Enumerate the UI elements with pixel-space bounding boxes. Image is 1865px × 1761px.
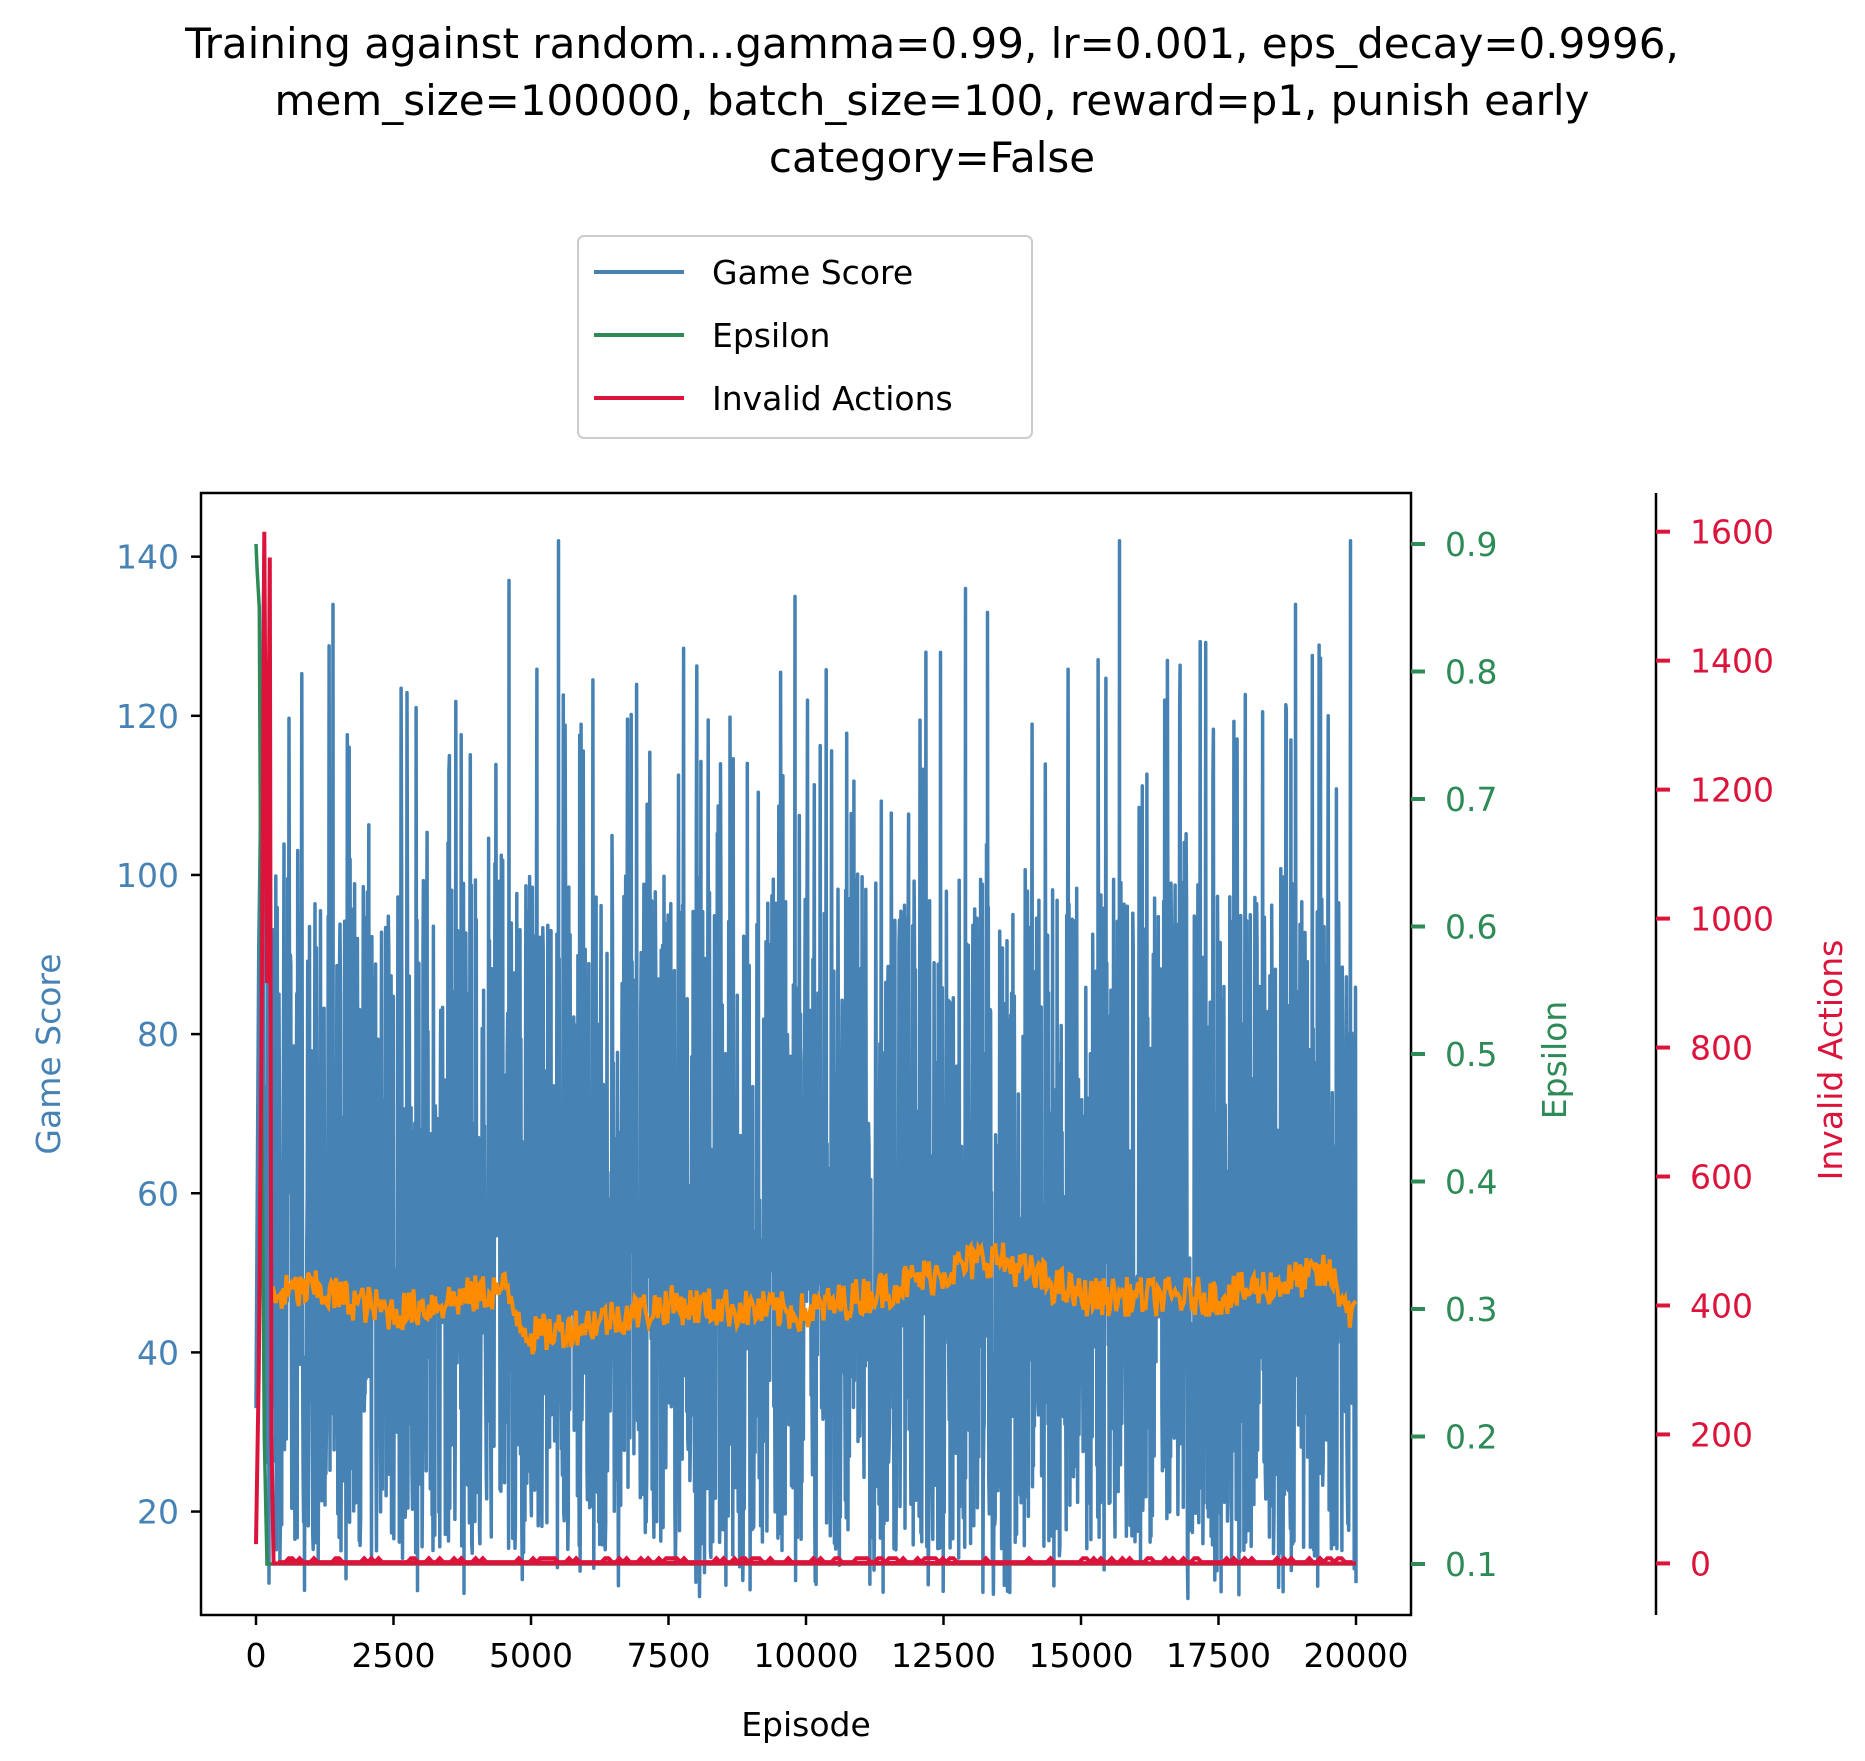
x-tick-label: 10000 (754, 1636, 859, 1675)
left-tick-label: 20 (137, 1493, 179, 1532)
epsilon-tick-label: 0.2 (1445, 1418, 1497, 1457)
legend-label-game-score: Game Score (712, 253, 913, 292)
title-line-1: Training against random...gamma=0.99, lr… (184, 19, 1679, 68)
plot-data (254, 531, 1358, 1601)
title-line-3: category=False (769, 133, 1095, 182)
left-tick-label: 100 (116, 856, 179, 895)
left-tick-label: 120 (116, 697, 179, 736)
epsilon-tick-label: 0.8 (1445, 653, 1497, 692)
y-axis-label-invalid-actions: Invalid Actions (1811, 940, 1850, 1181)
title-line-2: mem_size=100000, batch_size=100, reward=… (275, 76, 1590, 125)
x-tick-label: 17500 (1166, 1636, 1271, 1675)
invalid-actions-tick-label: 1200 (1690, 771, 1774, 810)
epsilon-tick-label: 0.4 (1445, 1163, 1497, 1202)
series-moving-average (270, 1239, 1358, 1355)
epsilon-tick-label: 0.7 (1445, 780, 1497, 819)
x-tick-label: 7500 (627, 1636, 711, 1675)
legend-label-epsilon: Epsilon (712, 316, 830, 355)
x-tick-label: 12500 (891, 1636, 996, 1675)
x-tick-label: 20000 (1304, 1636, 1409, 1675)
invalid-actions-tick-label: 1600 (1690, 513, 1774, 552)
legend-box (577, 235, 1033, 439)
epsilon-tick-label: 0.5 (1445, 1035, 1497, 1074)
invalid-actions-tick-label: 800 (1690, 1029, 1753, 1068)
y-axis-label-epsilon: Epsilon (1535, 1001, 1574, 1119)
invalid-actions-tick-label: 200 (1690, 1415, 1753, 1454)
left-tick-label: 60 (137, 1174, 179, 1213)
y-axis-label-game-score: Game Score (29, 953, 68, 1154)
invalid-actions-tick-label: 1400 (1690, 642, 1774, 681)
y-axis-invalid-actions: 0 200 400 600 800 1000 1200 1400 1600 (1654, 493, 1774, 1615)
x-tick-label: 5000 (489, 1636, 573, 1675)
invalid-actions-tick-label: 400 (1690, 1286, 1753, 1325)
legend: Game Score Epsilon Invalid Actions (577, 235, 1033, 439)
invalid-actions-tick-label: 600 (1690, 1158, 1753, 1197)
legend-label-invalid-actions: Invalid Actions (712, 379, 953, 418)
epsilon-tick-label: 0.3 (1445, 1290, 1497, 1329)
x-tick-label: 2500 (352, 1636, 436, 1675)
epsilon-tick-label: 0.9 (1445, 525, 1497, 564)
x-axis: 0 2500 5000 7500 10000 12500 15000 17500 20000 (246, 1615, 1409, 1675)
series-invalid-actions (254, 531, 1357, 1566)
y-axis-game-score: 20 40 60 80 100 120 140 (116, 538, 201, 1532)
x-tick-label: 15000 (1029, 1636, 1134, 1675)
left-tick-label: 140 (116, 538, 179, 577)
invalid-actions-tick-label: 0 (1690, 1544, 1711, 1583)
x-tick-label: 0 (246, 1636, 267, 1675)
left-tick-label: 80 (137, 1015, 179, 1054)
invalid-actions-tick-label: 1000 (1690, 900, 1774, 939)
x-axis-label: Episode (741, 1705, 871, 1744)
y-axis-epsilon: 0.1 0.2 0.3 0.4 0.5 0.6 0.7 0.8 0.9 (1411, 525, 1497, 1584)
left-tick-label: 40 (137, 1333, 179, 1372)
series-game-score (254, 538, 1358, 1601)
chart-title: Training against random...gamma=0.99, lr… (184, 19, 1679, 182)
epsilon-tick-label: 0.6 (1445, 908, 1497, 947)
epsilon-tick-label: 0.1 (1445, 1545, 1497, 1584)
